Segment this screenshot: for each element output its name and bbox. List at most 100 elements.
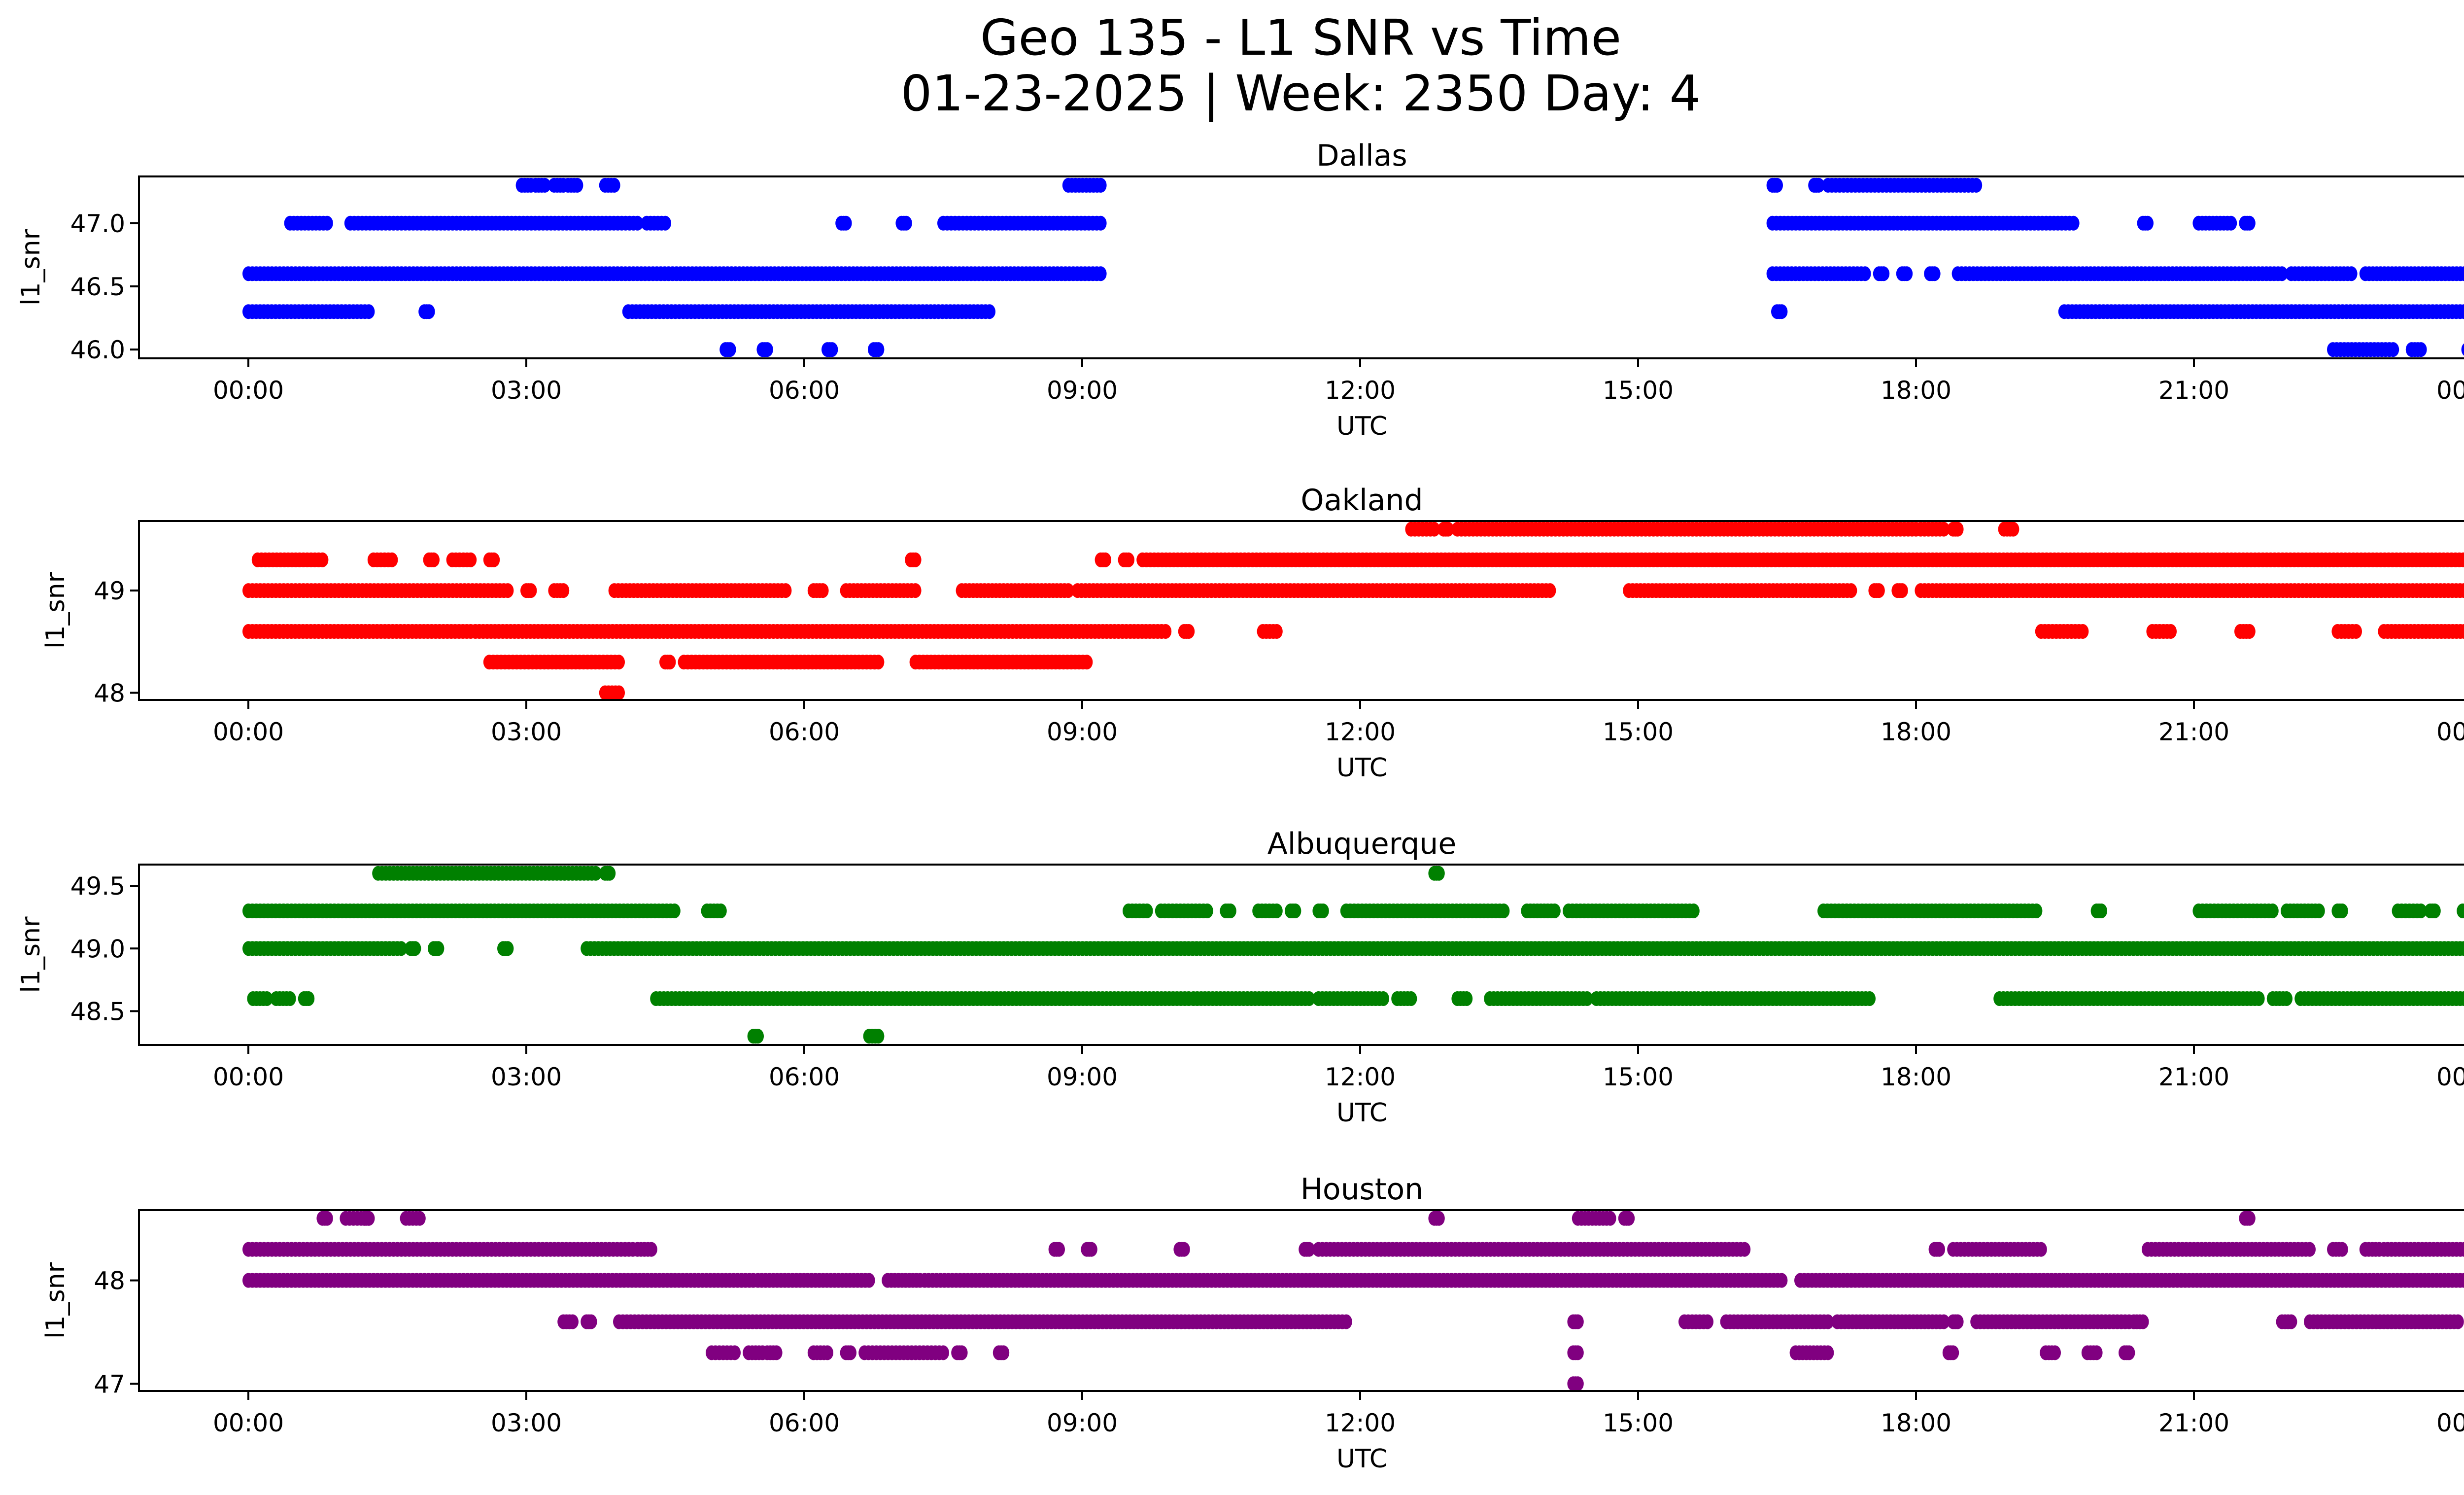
data-point [2350, 624, 2362, 639]
x-tick-label: 21:00 [2158, 1063, 2229, 1091]
data-point [645, 1242, 657, 1257]
data-point [428, 552, 440, 567]
x-tick-label: 12:00 [1325, 376, 1396, 405]
data-point [321, 215, 333, 231]
y-tick-label: 49.5 [70, 872, 125, 901]
data-point [571, 177, 583, 193]
x-axis-label: UTC [1336, 1098, 1387, 1128]
data-point [2462, 626, 2464, 637]
data-point [1095, 215, 1107, 231]
data-point [1498, 904, 1510, 918]
data-point [613, 685, 625, 700]
data-point [585, 1314, 597, 1329]
data-point [2460, 904, 2464, 918]
data-point [1776, 1273, 1788, 1288]
data-point [909, 552, 922, 567]
data-point [590, 866, 602, 881]
data-point [539, 177, 551, 193]
y-axis-label: l1_snr [16, 916, 46, 993]
data-point [909, 583, 922, 598]
chart-subtitle: 01-23-2025 | Week: 2350 Day: 4 [900, 65, 1701, 122]
data-point [1928, 266, 1941, 281]
data-point [557, 583, 570, 598]
subplot-title: Houston [1300, 1172, 1423, 1207]
data-point [2461, 554, 2464, 566]
data-point [303, 991, 315, 1006]
data-point [1141, 904, 1153, 918]
x-tick-label: 15:00 [1603, 376, 1674, 405]
data-point [2313, 904, 2325, 918]
data-point [1303, 991, 1315, 1006]
data-points [242, 866, 2464, 1044]
x-tick-label: 03:00 [491, 1063, 562, 1091]
x-tick-label: 00:00 [2436, 718, 2464, 746]
x-tick-label: 00:00 [213, 376, 284, 405]
data-point [1901, 266, 1913, 281]
data-point [1099, 552, 1111, 567]
x-tick-label: 15:00 [1603, 718, 1674, 746]
data-point [1095, 177, 1107, 193]
data-point [1687, 904, 1700, 918]
data-point [2462, 306, 2464, 317]
data-point [2461, 343, 2464, 356]
data-point [1289, 904, 1301, 918]
data-point [2462, 943, 2464, 954]
data-point [2462, 585, 2464, 596]
data-point [1053, 1242, 1065, 1257]
data-point [2462, 993, 2464, 1005]
data-point [2429, 904, 2441, 918]
x-tick-label: 03:00 [491, 718, 562, 746]
x-tick-label: 15:00 [1603, 1063, 1674, 1091]
data-point [1970, 177, 1983, 193]
data-point [2458, 266, 2464, 281]
data-point [2345, 266, 2358, 281]
data-point [1859, 266, 1871, 281]
axes-frame [138, 520, 2464, 701]
data-point [409, 941, 421, 956]
x-tick-label: 09:00 [1047, 1063, 1118, 1091]
data-point [1178, 1242, 1190, 1257]
data-point [1405, 991, 1417, 1006]
data-point [1572, 1314, 1584, 1329]
y-tick-label: 48.5 [70, 997, 125, 1026]
data-point [321, 1211, 333, 1226]
data-point [1062, 583, 1074, 598]
data-point [2458, 624, 2464, 639]
data-point [1864, 991, 1876, 1006]
data-point [1377, 991, 1389, 1006]
data-point [1938, 522, 1950, 537]
data-point [1544, 583, 1556, 598]
data-point [1548, 904, 1561, 918]
data-point [1776, 304, 1788, 319]
data-point [2243, 215, 2256, 231]
data-point [1896, 583, 1908, 598]
data-point [1845, 583, 1857, 598]
data-point [1623, 1211, 1635, 1226]
data-point [2035, 1242, 2047, 1257]
data-point [2243, 1211, 2256, 1226]
data-point [363, 1211, 375, 1226]
data-point [2253, 991, 2265, 1006]
data-point [2243, 624, 2256, 639]
y-tick-label: 48 [94, 679, 125, 707]
data-point [1933, 1242, 1945, 1257]
data-point [761, 342, 773, 357]
data-point [1081, 655, 1093, 670]
data-point [900, 215, 912, 231]
data-point [863, 1273, 875, 1288]
data-point [1160, 624, 1172, 639]
data-point [2336, 1242, 2348, 1257]
x-tick-label: 21:00 [2158, 718, 2229, 746]
data-point [817, 583, 829, 598]
data-point [465, 552, 477, 567]
y-tick-label: 47.0 [70, 209, 125, 238]
data-point [567, 1314, 579, 1329]
data-points [242, 1211, 2464, 1391]
axes-frame [138, 175, 2464, 359]
data-point [502, 941, 514, 956]
data-point [2095, 904, 2107, 918]
data-point [2067, 215, 2080, 231]
data-point [715, 904, 727, 918]
